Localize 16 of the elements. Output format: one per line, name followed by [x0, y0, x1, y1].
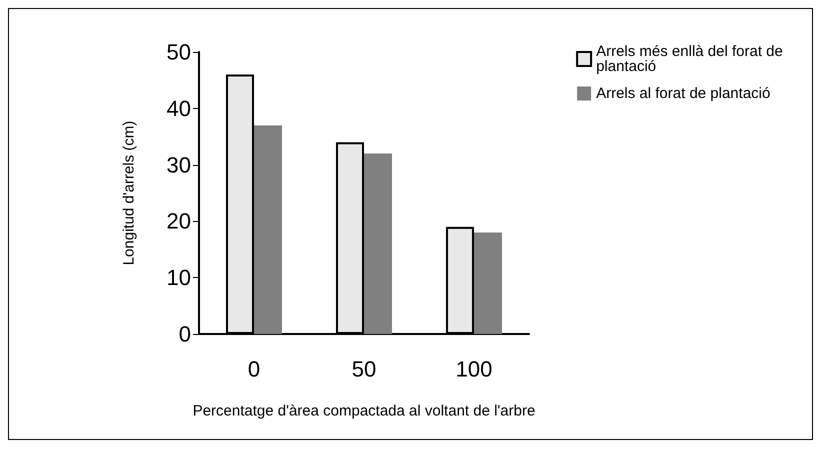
- legend-label: Arrels al forat de plantació: [596, 85, 770, 102]
- y-tick-label: 0: [178, 322, 191, 346]
- bar: [364, 154, 392, 334]
- bar: [474, 232, 502, 334]
- x-axis-title: Percentatge d'àrea compactada al voltant de l'arbre: [192, 402, 536, 420]
- legend-label: Arrels més enllà del forat de plantació: [596, 43, 787, 75]
- y-tick-label: 40: [166, 96, 191, 121]
- y-tick-label: 10: [166, 265, 191, 290]
- y-axis-title: Longitud d'arrels (cm): [120, 120, 138, 266]
- x-tick-label: 0: [248, 356, 260, 382]
- y-tick-label: 30: [166, 152, 191, 178]
- y-tick-label: 20: [166, 208, 191, 234]
- bar: [254, 125, 282, 334]
- y-tick-label: 50: [166, 40, 191, 64]
- x-tick-label: 100: [456, 356, 492, 382]
- x-tick-label: 50: [352, 356, 376, 382]
